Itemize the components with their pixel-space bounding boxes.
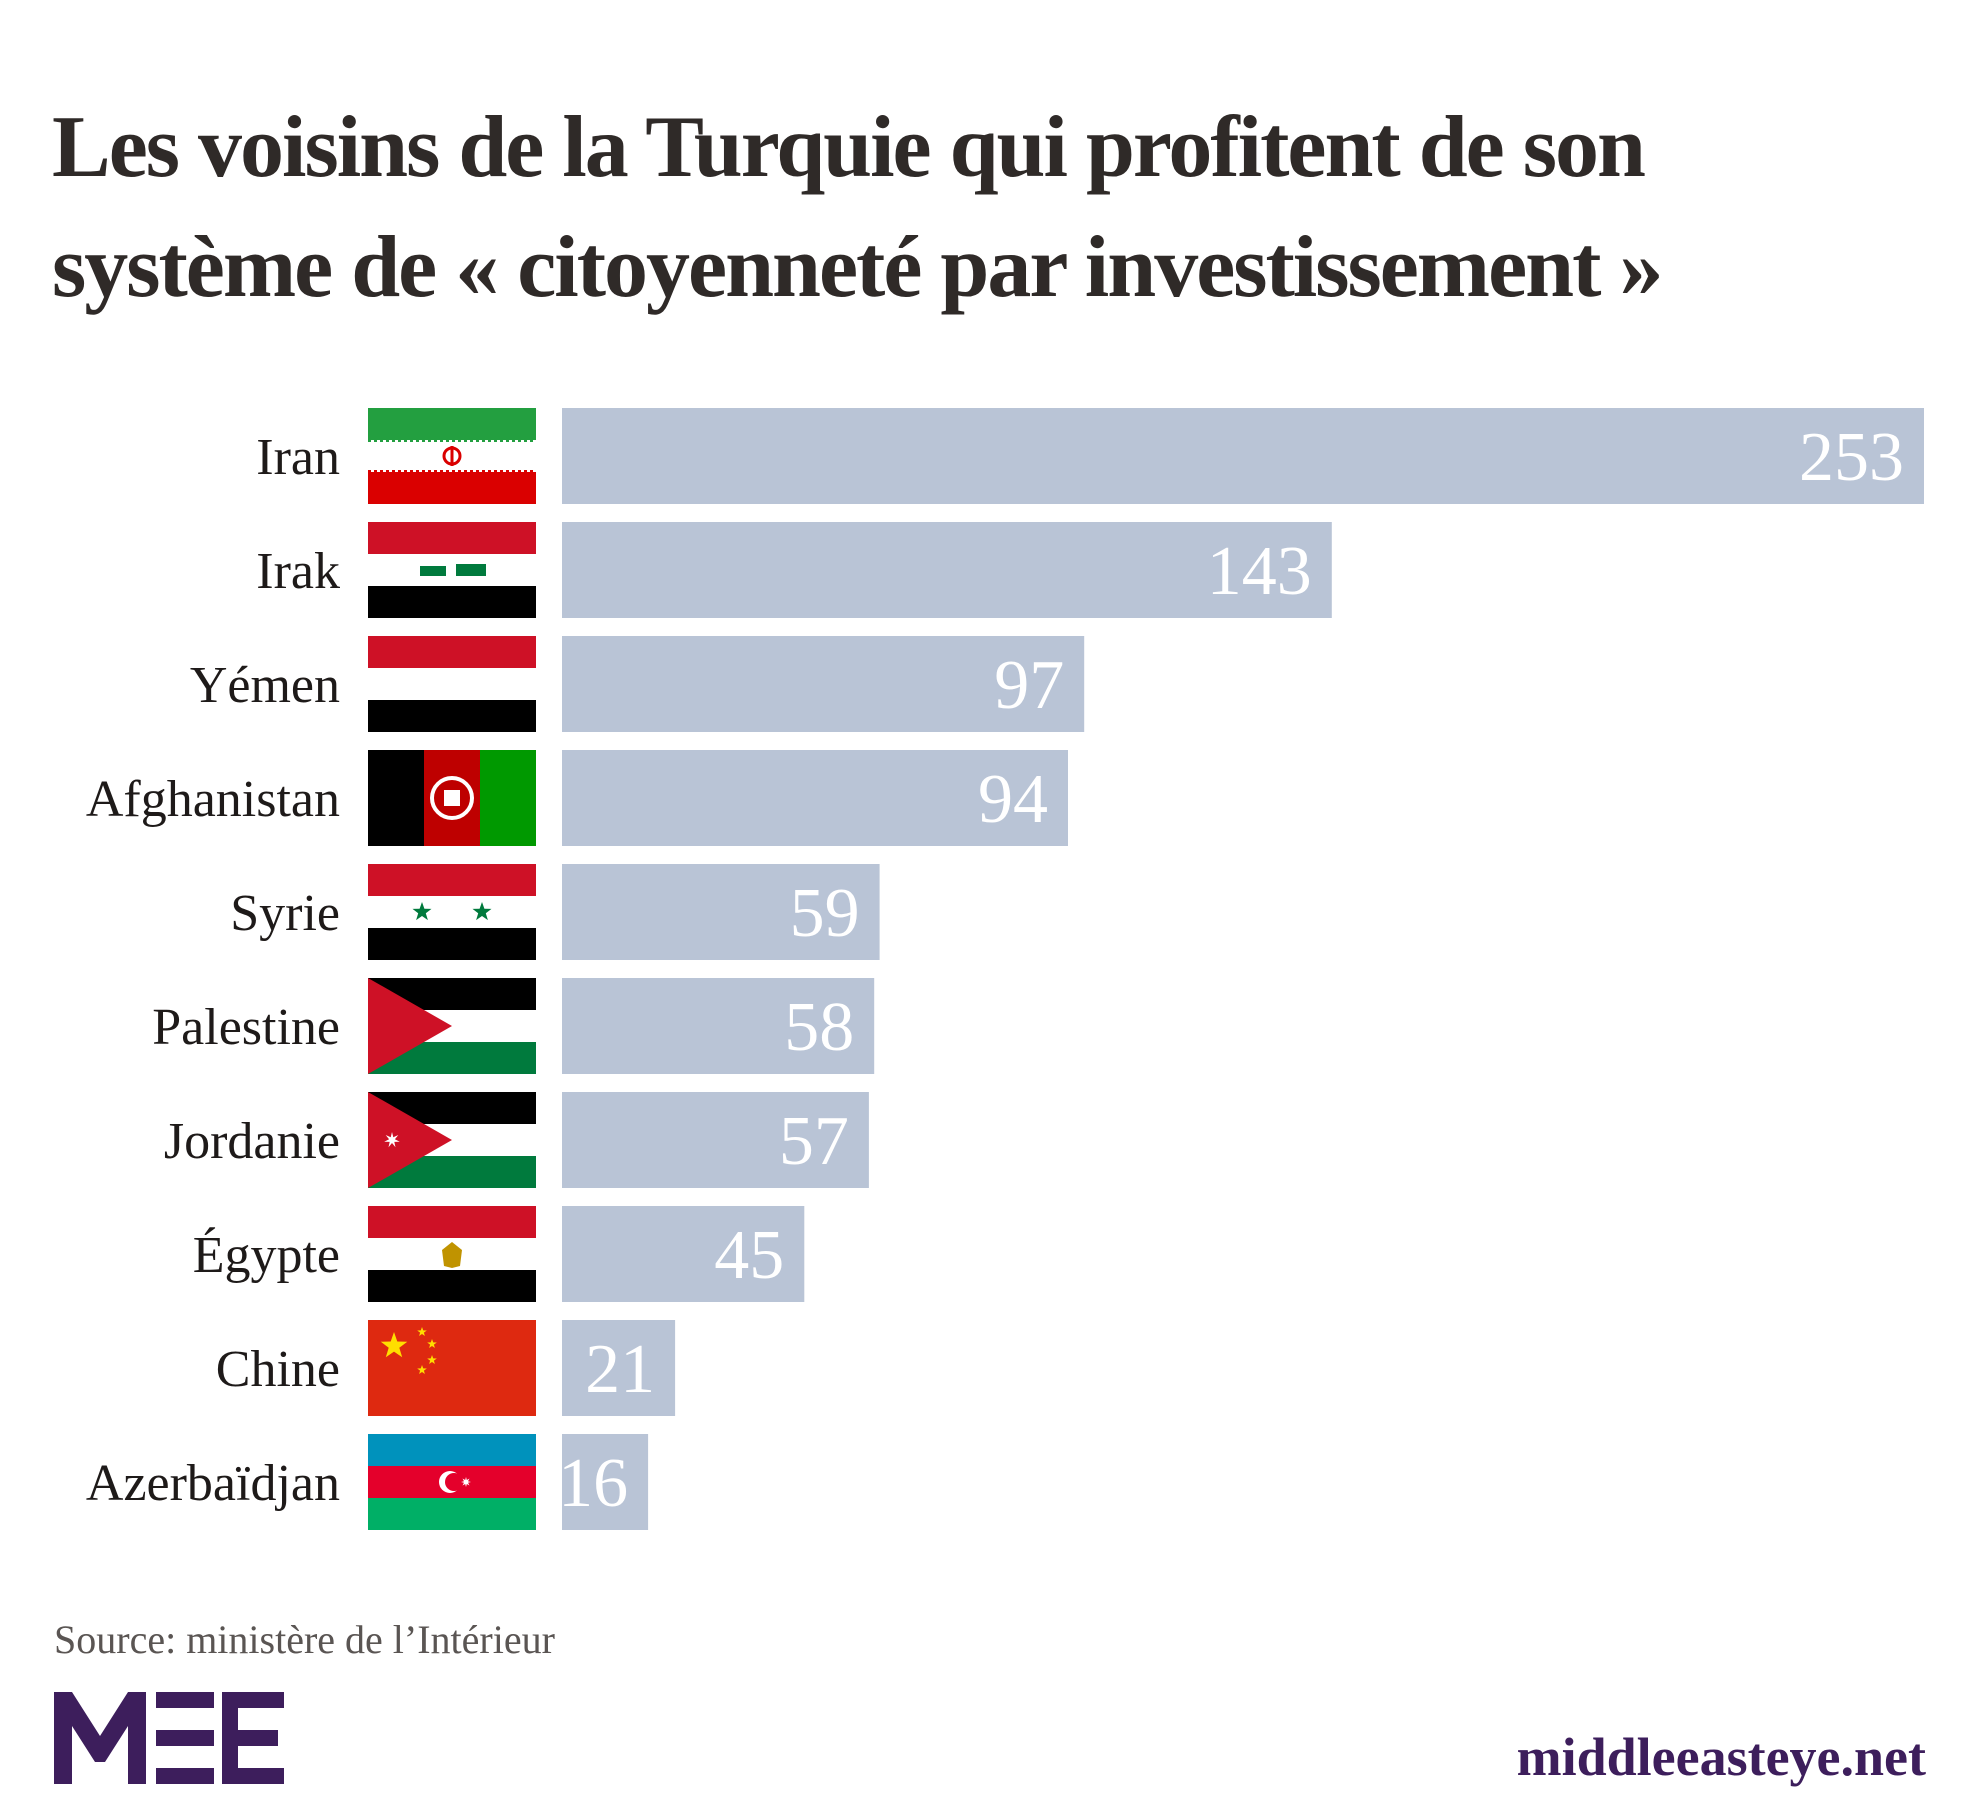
- bar: [562, 1434, 649, 1530]
- source-note: Source: ministère de l’Intérieur: [54, 1617, 555, 1662]
- yemen-flag-icon: [368, 636, 536, 732]
- data-label: 16: [558, 1445, 628, 1522]
- bar: [562, 1092, 869, 1188]
- iraq-flag-icon: [368, 522, 536, 618]
- data-label: 59: [790, 875, 860, 952]
- data-label: 143: [1207, 533, 1312, 610]
- bar: [562, 1320, 676, 1416]
- bar: [562, 750, 1068, 846]
- chart-title-line-2: système de « citoyenneté par investissem…: [52, 219, 1663, 316]
- chart-title-line-1: Les voisins de la Turquie qui profitent …: [52, 99, 1646, 196]
- chart-title: Les voisins de la Turquie qui profitent …: [52, 88, 1952, 328]
- china-flag-icon: [368, 1320, 536, 1416]
- bar: [562, 636, 1085, 732]
- category-label: Jordanie: [164, 1113, 340, 1170]
- bar: [562, 522, 1332, 618]
- data-label: 45: [714, 1217, 784, 1294]
- category-label: Iran: [256, 429, 340, 486]
- category-label: Azerbaïdjan: [86, 1455, 340, 1512]
- category-label: Irak: [256, 543, 340, 600]
- data-label: 58: [784, 989, 854, 1066]
- bar: [562, 1206, 805, 1302]
- data-label: 253: [1799, 419, 1904, 496]
- bar-chart: Iran 253 Irak 143 Yémen 97 Afghanistan 94 Syrie 5…: [86, 408, 1924, 1530]
- iran-flag-icon: [368, 408, 536, 504]
- jordan-flag-icon: [368, 1092, 536, 1188]
- bar: [562, 978, 875, 1074]
- category-label: Palestine: [152, 999, 340, 1056]
- category-label: Yémen: [190, 657, 340, 714]
- data-label: 57: [779, 1103, 849, 1180]
- syria-flag-icon: [368, 864, 536, 960]
- data-label: 21: [585, 1331, 655, 1408]
- afghanistan-flag-icon: [368, 750, 536, 846]
- palestine-flag-icon: [368, 978, 536, 1074]
- category-label: Afghanistan: [86, 771, 340, 828]
- data-label: 97: [994, 647, 1064, 724]
- mee-logo-icon: [54, 1692, 284, 1784]
- bar: [562, 408, 1924, 504]
- data-label: 94: [978, 761, 1048, 838]
- category-label: Égypte: [193, 1226, 340, 1284]
- egypt-flag-icon: [368, 1206, 536, 1302]
- azerbaijan-flag-icon: [368, 1434, 536, 1530]
- site-url: middleeasteye.net: [1516, 1727, 1926, 1787]
- category-label: Chine: [216, 1341, 340, 1398]
- category-label: Syrie: [230, 885, 340, 942]
- bar: [562, 864, 880, 960]
